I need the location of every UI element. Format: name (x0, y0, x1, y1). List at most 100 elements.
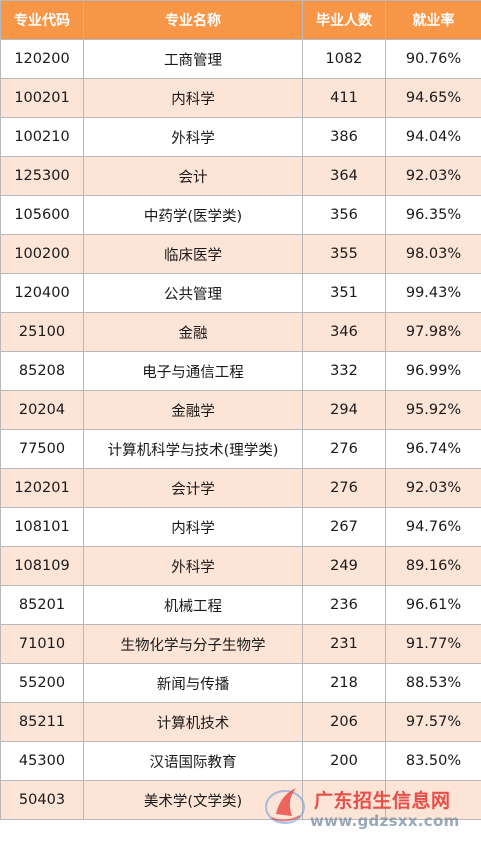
cell-graduate-count (302, 780, 386, 820)
cell-graduate-count: 1082 (302, 39, 386, 79)
table-row: 85208 电子与通信工程 332 96.99% (0, 351, 481, 391)
table-row: 45300 汉语国际教育 200 83.50% (0, 741, 481, 781)
table-row: 125300 会计 364 92.03% (0, 156, 481, 196)
cell-major-code: 100210 (0, 117, 84, 157)
header-graduate-count: 毕业人数 (302, 0, 386, 40)
cell-employment-rate: 90.76% (385, 39, 481, 79)
cell-major-name: 公共管理 (83, 273, 303, 313)
table-row: 85201 机械工程 236 96.61% (0, 585, 481, 625)
cell-employment-rate: 92.03% (385, 468, 481, 508)
cell-employment-rate: 99.43% (385, 273, 481, 313)
table-row: 85211 计算机技术 206 97.57% (0, 702, 481, 742)
cell-graduate-count: 332 (302, 351, 386, 391)
table-row: 55200 新闻与传播 218 88.53% (0, 663, 481, 703)
table-row: 50403 美术学(文学类) (0, 780, 481, 820)
cell-major-name: 会计学 (83, 468, 303, 508)
cell-major-code: 50403 (0, 780, 84, 820)
cell-graduate-count: 411 (302, 78, 386, 118)
cell-employment-rate: 83.50% (385, 741, 481, 781)
table-header-row: 专业代码 专业名称 毕业人数 就业率 (0, 0, 481, 40)
cell-major-code: 20204 (0, 390, 84, 430)
cell-graduate-count: 236 (302, 585, 386, 625)
cell-major-name: 生物化学与分子生物学 (83, 624, 303, 664)
cell-major-name: 会计 (83, 156, 303, 196)
cell-major-code: 108101 (0, 507, 84, 547)
cell-major-code: 100200 (0, 234, 84, 274)
cell-graduate-count: 276 (302, 429, 386, 469)
cell-graduate-count: 206 (302, 702, 386, 742)
cell-major-code: 55200 (0, 663, 84, 703)
table-row: 100200 临床医学 355 98.03% (0, 234, 481, 274)
cell-major-code: 120201 (0, 468, 84, 508)
cell-major-name: 金融学 (83, 390, 303, 430)
header-major-code: 专业代码 (0, 0, 84, 40)
cell-major-code: 85211 (0, 702, 84, 742)
cell-major-code: 71010 (0, 624, 84, 664)
cell-major-name: 美术学(文学类) (83, 780, 303, 820)
cell-graduate-count: 249 (302, 546, 386, 586)
employment-table: 专业代码 专业名称 毕业人数 就业率 120200 工商管理 1082 90.76% 1… (0, 0, 481, 820)
cell-major-name: 外科学 (83, 546, 303, 586)
cell-employment-rate: 97.98% (385, 312, 481, 352)
table-row: 108109 外科学 249 89.16% (0, 546, 481, 586)
table-row: 120400 公共管理 351 99.43% (0, 273, 481, 313)
cell-major-code: 120400 (0, 273, 84, 313)
cell-employment-rate: 88.53% (385, 663, 481, 703)
cell-major-name: 电子与通信工程 (83, 351, 303, 391)
header-employment-rate: 就业率 (385, 0, 481, 40)
cell-graduate-count: 386 (302, 117, 386, 157)
cell-graduate-count: 267 (302, 507, 386, 547)
cell-graduate-count: 231 (302, 624, 386, 664)
cell-major-code: 105600 (0, 195, 84, 235)
table-row: 105600 中药学(医学类) 356 96.35% (0, 195, 481, 235)
cell-graduate-count: 200 (302, 741, 386, 781)
cell-employment-rate: 94.76% (385, 507, 481, 547)
cell-major-name: 外科学 (83, 117, 303, 157)
cell-employment-rate (385, 780, 481, 820)
cell-employment-rate: 92.03% (385, 156, 481, 196)
cell-major-code: 120200 (0, 39, 84, 79)
cell-employment-rate: 96.35% (385, 195, 481, 235)
cell-major-name: 机械工程 (83, 585, 303, 625)
table-row: 71010 生物化学与分子生物学 231 91.77% (0, 624, 481, 664)
cell-major-name: 临床医学 (83, 234, 303, 274)
cell-major-name: 内科学 (83, 507, 303, 547)
cell-major-name: 计算机技术 (83, 702, 303, 742)
cell-employment-rate: 96.99% (385, 351, 481, 391)
cell-major-name: 汉语国际教育 (83, 741, 303, 781)
table-row: 100210 外科学 386 94.04% (0, 117, 481, 157)
cell-major-code: 77500 (0, 429, 84, 469)
cell-graduate-count: 346 (302, 312, 386, 352)
table-row: 120200 工商管理 1082 90.76% (0, 39, 481, 79)
cell-graduate-count: 355 (302, 234, 386, 274)
cell-employment-rate: 95.92% (385, 390, 481, 430)
cell-major-code: 108109 (0, 546, 84, 586)
cell-major-name: 工商管理 (83, 39, 303, 79)
cell-major-code: 25100 (0, 312, 84, 352)
cell-employment-rate: 94.65% (385, 78, 481, 118)
cell-graduate-count: 351 (302, 273, 386, 313)
cell-employment-rate: 97.57% (385, 702, 481, 742)
header-major-name: 专业名称 (83, 0, 303, 40)
cell-graduate-count: 364 (302, 156, 386, 196)
cell-employment-rate: 89.16% (385, 546, 481, 586)
cell-employment-rate: 94.04% (385, 117, 481, 157)
cell-graduate-count: 356 (302, 195, 386, 235)
cell-employment-rate: 98.03% (385, 234, 481, 274)
cell-major-code: 100201 (0, 78, 84, 118)
cell-graduate-count: 294 (302, 390, 386, 430)
cell-major-name: 内科学 (83, 78, 303, 118)
cell-major-name: 新闻与传播 (83, 663, 303, 703)
cell-major-name: 计算机科学与技术(理学类) (83, 429, 303, 469)
table-row: 77500 计算机科学与技术(理学类) 276 96.74% (0, 429, 481, 469)
cell-graduate-count: 276 (302, 468, 386, 508)
cell-employment-rate: 96.74% (385, 429, 481, 469)
table-row: 120201 会计学 276 92.03% (0, 468, 481, 508)
table-row: 100201 内科学 411 94.65% (0, 78, 481, 118)
cell-major-name: 中药学(医学类) (83, 195, 303, 235)
table-row: 25100 金融 346 97.98% (0, 312, 481, 352)
cell-employment-rate: 96.61% (385, 585, 481, 625)
cell-major-code: 125300 (0, 156, 84, 196)
cell-graduate-count: 218 (302, 663, 386, 703)
table-row: 108101 内科学 267 94.76% (0, 507, 481, 547)
